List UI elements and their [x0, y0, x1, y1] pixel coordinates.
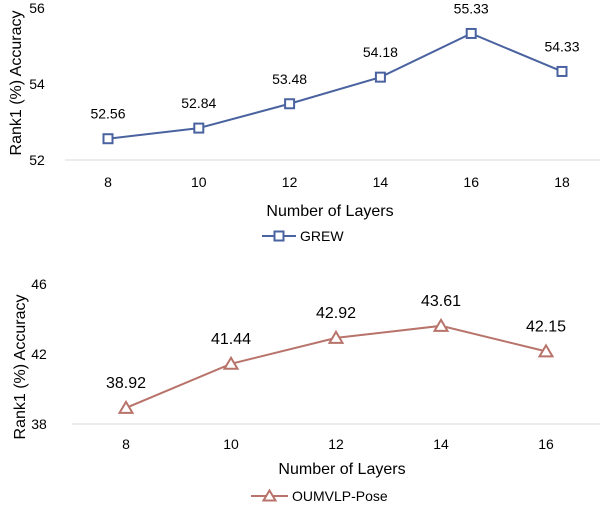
- data-label: 52.84: [181, 95, 216, 111]
- data-label: 52.56: [90, 106, 125, 122]
- x-tick-label: 14: [373, 174, 389, 190]
- y-axis-label: Rank1 (%) Accuracy: [8, 11, 25, 156]
- x-axis-label: Number of Layers: [278, 461, 405, 478]
- data-point-marker: [432, 317, 450, 332]
- x-tick-label: 8: [104, 174, 112, 190]
- data-point-marker: [327, 329, 345, 344]
- data-label: 42.15: [526, 318, 566, 335]
- data-point-marker: [222, 355, 240, 370]
- x-tick-label: 8: [122, 436, 130, 452]
- y-tick-label: 54: [29, 76, 45, 92]
- x-axis-label: Number of Layers: [266, 203, 393, 220]
- legend: GREW: [262, 228, 344, 244]
- data-point-marker: [374, 71, 386, 83]
- x-tick-label: 10: [191, 174, 207, 190]
- y-tick-label: 56: [29, 0, 45, 16]
- x-tick-label: 12: [282, 174, 298, 190]
- legend-triangle-marker: [261, 488, 278, 502]
- data-label: 53.48: [272, 71, 307, 87]
- y-tick-label: 52: [29, 152, 45, 168]
- x-tick-label: 10: [223, 436, 239, 452]
- y-axis-label: Rank1 (%) Accuracy: [12, 295, 29, 440]
- data-point-marker: [556, 65, 568, 77]
- data-label: 43.61: [421, 293, 461, 310]
- data-label: 55.33: [454, 0, 489, 16]
- x-tick-label: 12: [328, 436, 344, 452]
- x-tick-label: 16: [463, 174, 479, 190]
- data-point-marker: [102, 133, 114, 145]
- legend-label-oumvlp-pose: OUMVLP-Pose: [292, 488, 388, 504]
- data-point-marker: [193, 122, 205, 134]
- y-tick-label: 42: [31, 346, 47, 362]
- x-tick-label: 18: [554, 174, 570, 190]
- data-label: 54.33: [544, 38, 579, 54]
- x-tick-label: 16: [538, 436, 554, 452]
- y-tick-label: 46: [31, 276, 47, 292]
- legend-square-marker: [273, 230, 285, 242]
- chart-grew: Rank1 (%) Accuracy Number of Layers GREW…: [8, 0, 600, 244]
- legend: OUMVLP-Pose: [251, 488, 388, 504]
- legend-label-grew: GREW: [300, 228, 344, 244]
- data-point-marker: [537, 343, 555, 358]
- y-tick-label: 38: [31, 416, 47, 432]
- data-label: 38.92: [106, 375, 146, 392]
- data-point-marker: [284, 98, 296, 110]
- x-tick-label: 14: [433, 436, 449, 452]
- data-point-marker: [465, 27, 477, 39]
- series-line: [107, 32, 563, 140]
- data-label: 54.18: [363, 44, 398, 60]
- chart-oumvlp-pose: Rank1 (%) Accuracy Number of Layers OUMV…: [12, 276, 600, 504]
- data-point-marker: [117, 399, 135, 414]
- data-label: 41.44: [211, 331, 251, 348]
- data-label: 42.92: [316, 305, 356, 322]
